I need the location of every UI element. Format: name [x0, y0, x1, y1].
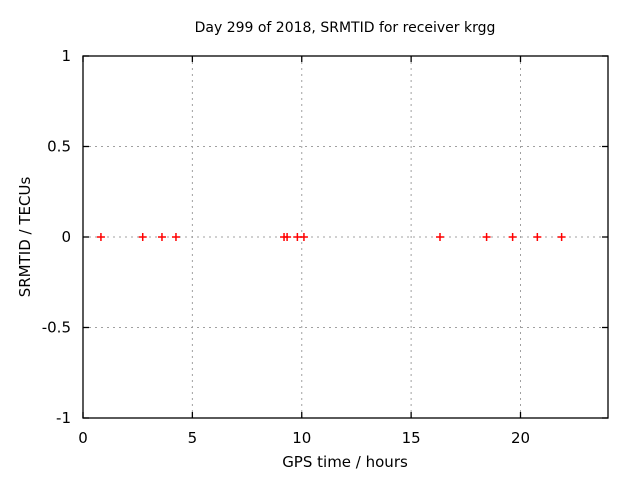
- data-point-marker: [508, 233, 517, 241]
- data-point-marker: [533, 233, 542, 241]
- x-axis-label: GPS time / hours: [282, 453, 408, 471]
- tick-labels: 0 5 10 15 20 -1 -0.5 0 0.5 1: [42, 47, 530, 447]
- data-point-marker: [299, 233, 308, 241]
- x-tick-label: 15: [402, 429, 421, 447]
- gridlines: [83, 56, 608, 418]
- data-point-marker: [482, 233, 491, 241]
- data-point-marker: [557, 233, 566, 241]
- y-tick-label: 0.5: [47, 138, 71, 156]
- data-point-marker: [171, 233, 180, 241]
- y-axis-label: SRMTID / TECUs: [16, 177, 34, 298]
- data-points: [96, 233, 566, 241]
- tick-marks: [82, 55, 608, 419]
- y-tick-label: 1: [61, 47, 71, 65]
- y-tick-label: 0: [61, 228, 71, 246]
- chart-title: Day 299 of 2018, SRMTID for receiver krg…: [195, 20, 496, 36]
- x-tick-label: 5: [188, 429, 198, 447]
- x-tick-label: 0: [78, 429, 88, 447]
- y-tick-label: -1: [56, 409, 71, 427]
- y-tick-label: -0.5: [42, 319, 71, 337]
- x-tick-label: 10: [292, 429, 311, 447]
- data-point-marker: [157, 233, 166, 241]
- data-point-marker: [96, 233, 105, 241]
- data-point-marker: [436, 233, 444, 241]
- data-point-marker: [283, 233, 292, 241]
- data-point-marker: [138, 233, 147, 241]
- x-tick-label: 20: [511, 429, 530, 447]
